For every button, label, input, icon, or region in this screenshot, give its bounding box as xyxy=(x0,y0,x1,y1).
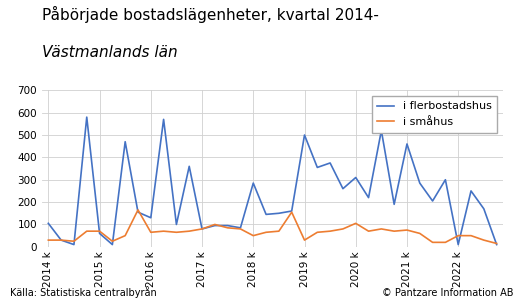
i småhus xyxy=(353,222,359,225)
i småhus xyxy=(417,231,423,235)
i småhus xyxy=(494,242,500,245)
i flerbostadshus xyxy=(109,243,115,247)
i flerbostadshus xyxy=(378,129,385,132)
i flerbostadshus xyxy=(135,210,141,214)
i flerbostadshus xyxy=(45,222,51,225)
i flerbostadshus xyxy=(404,142,410,146)
i flerbostadshus xyxy=(173,223,180,226)
i flerbostadshus xyxy=(494,243,500,247)
i flerbostadshus xyxy=(96,231,103,235)
i småhus xyxy=(314,231,321,234)
i småhus xyxy=(186,229,192,233)
i flerbostadshus xyxy=(276,212,282,215)
i småhus xyxy=(173,231,180,234)
i småhus xyxy=(237,227,244,231)
i flerbostadshus xyxy=(71,243,77,247)
i flerbostadshus xyxy=(314,166,321,169)
i flerbostadshus xyxy=(391,203,397,206)
i flerbostadshus xyxy=(340,187,346,191)
Text: © Pantzare Information AB: © Pantzare Information AB xyxy=(382,288,514,298)
i småhus xyxy=(289,210,295,214)
i flerbostadshus xyxy=(160,118,167,121)
i småhus xyxy=(455,234,461,237)
i flerbostadshus xyxy=(365,196,372,200)
i flerbostadshus xyxy=(237,226,244,230)
i flerbostadshus xyxy=(212,224,218,227)
i småhus xyxy=(327,229,333,233)
i småhus xyxy=(45,238,51,242)
i flerbostadshus xyxy=(481,207,487,211)
i småhus xyxy=(276,229,282,233)
i flerbostadshus xyxy=(289,209,295,213)
Line: i småhus: i småhus xyxy=(48,210,497,244)
i småhus xyxy=(122,234,128,237)
i flerbostadshus xyxy=(430,199,436,203)
i småhus xyxy=(430,240,436,244)
i småhus xyxy=(135,208,141,212)
i flerbostadshus xyxy=(455,243,461,247)
i småhus xyxy=(365,229,372,233)
Legend: i flerbostadshus, i småhus: i flerbostadshus, i småhus xyxy=(372,96,497,132)
i småhus xyxy=(378,227,385,231)
i flerbostadshus xyxy=(442,178,449,182)
i flerbostadshus xyxy=(58,238,64,242)
Text: Källa: Statistiska centralbyrån: Källa: Statistiska centralbyrån xyxy=(10,286,157,298)
i småhus xyxy=(250,234,256,237)
i flerbostadshus xyxy=(301,133,308,137)
i småhus xyxy=(391,229,397,233)
i flerbostadshus xyxy=(250,181,256,185)
i småhus xyxy=(71,239,77,243)
i småhus xyxy=(224,226,231,230)
i småhus xyxy=(340,227,346,231)
i småhus xyxy=(212,223,218,226)
i flerbostadshus xyxy=(263,213,269,216)
i flerbostadshus xyxy=(84,115,90,119)
i flerbostadshus xyxy=(417,181,423,185)
i småhus xyxy=(58,238,64,242)
i flerbostadshus xyxy=(186,165,192,168)
i småhus xyxy=(481,238,487,242)
Line: i flerbostadshus: i flerbostadshus xyxy=(48,117,497,245)
i flerbostadshus xyxy=(353,176,359,179)
Text: Påbörjade bostadslägenheter, kvartal 2014-: Påbörjade bostadslägenheter, kvartal 201… xyxy=(42,6,379,23)
i småhus xyxy=(84,229,90,233)
i småhus xyxy=(442,240,449,244)
i flerbostadshus xyxy=(224,224,231,227)
i småhus xyxy=(96,229,103,233)
i flerbostadshus xyxy=(327,161,333,165)
i småhus xyxy=(404,228,410,232)
i småhus xyxy=(160,229,167,233)
i flerbostadshus xyxy=(122,140,128,144)
i småhus xyxy=(148,231,154,234)
i flerbostadshus xyxy=(199,227,205,231)
i småhus xyxy=(199,227,205,231)
i småhus xyxy=(109,239,115,243)
i småhus xyxy=(301,238,308,242)
Text: Västmanlands län: Västmanlands län xyxy=(42,45,178,60)
i flerbostadshus xyxy=(148,216,154,219)
i småhus xyxy=(468,234,474,237)
i flerbostadshus xyxy=(468,189,474,193)
i småhus xyxy=(263,231,269,234)
